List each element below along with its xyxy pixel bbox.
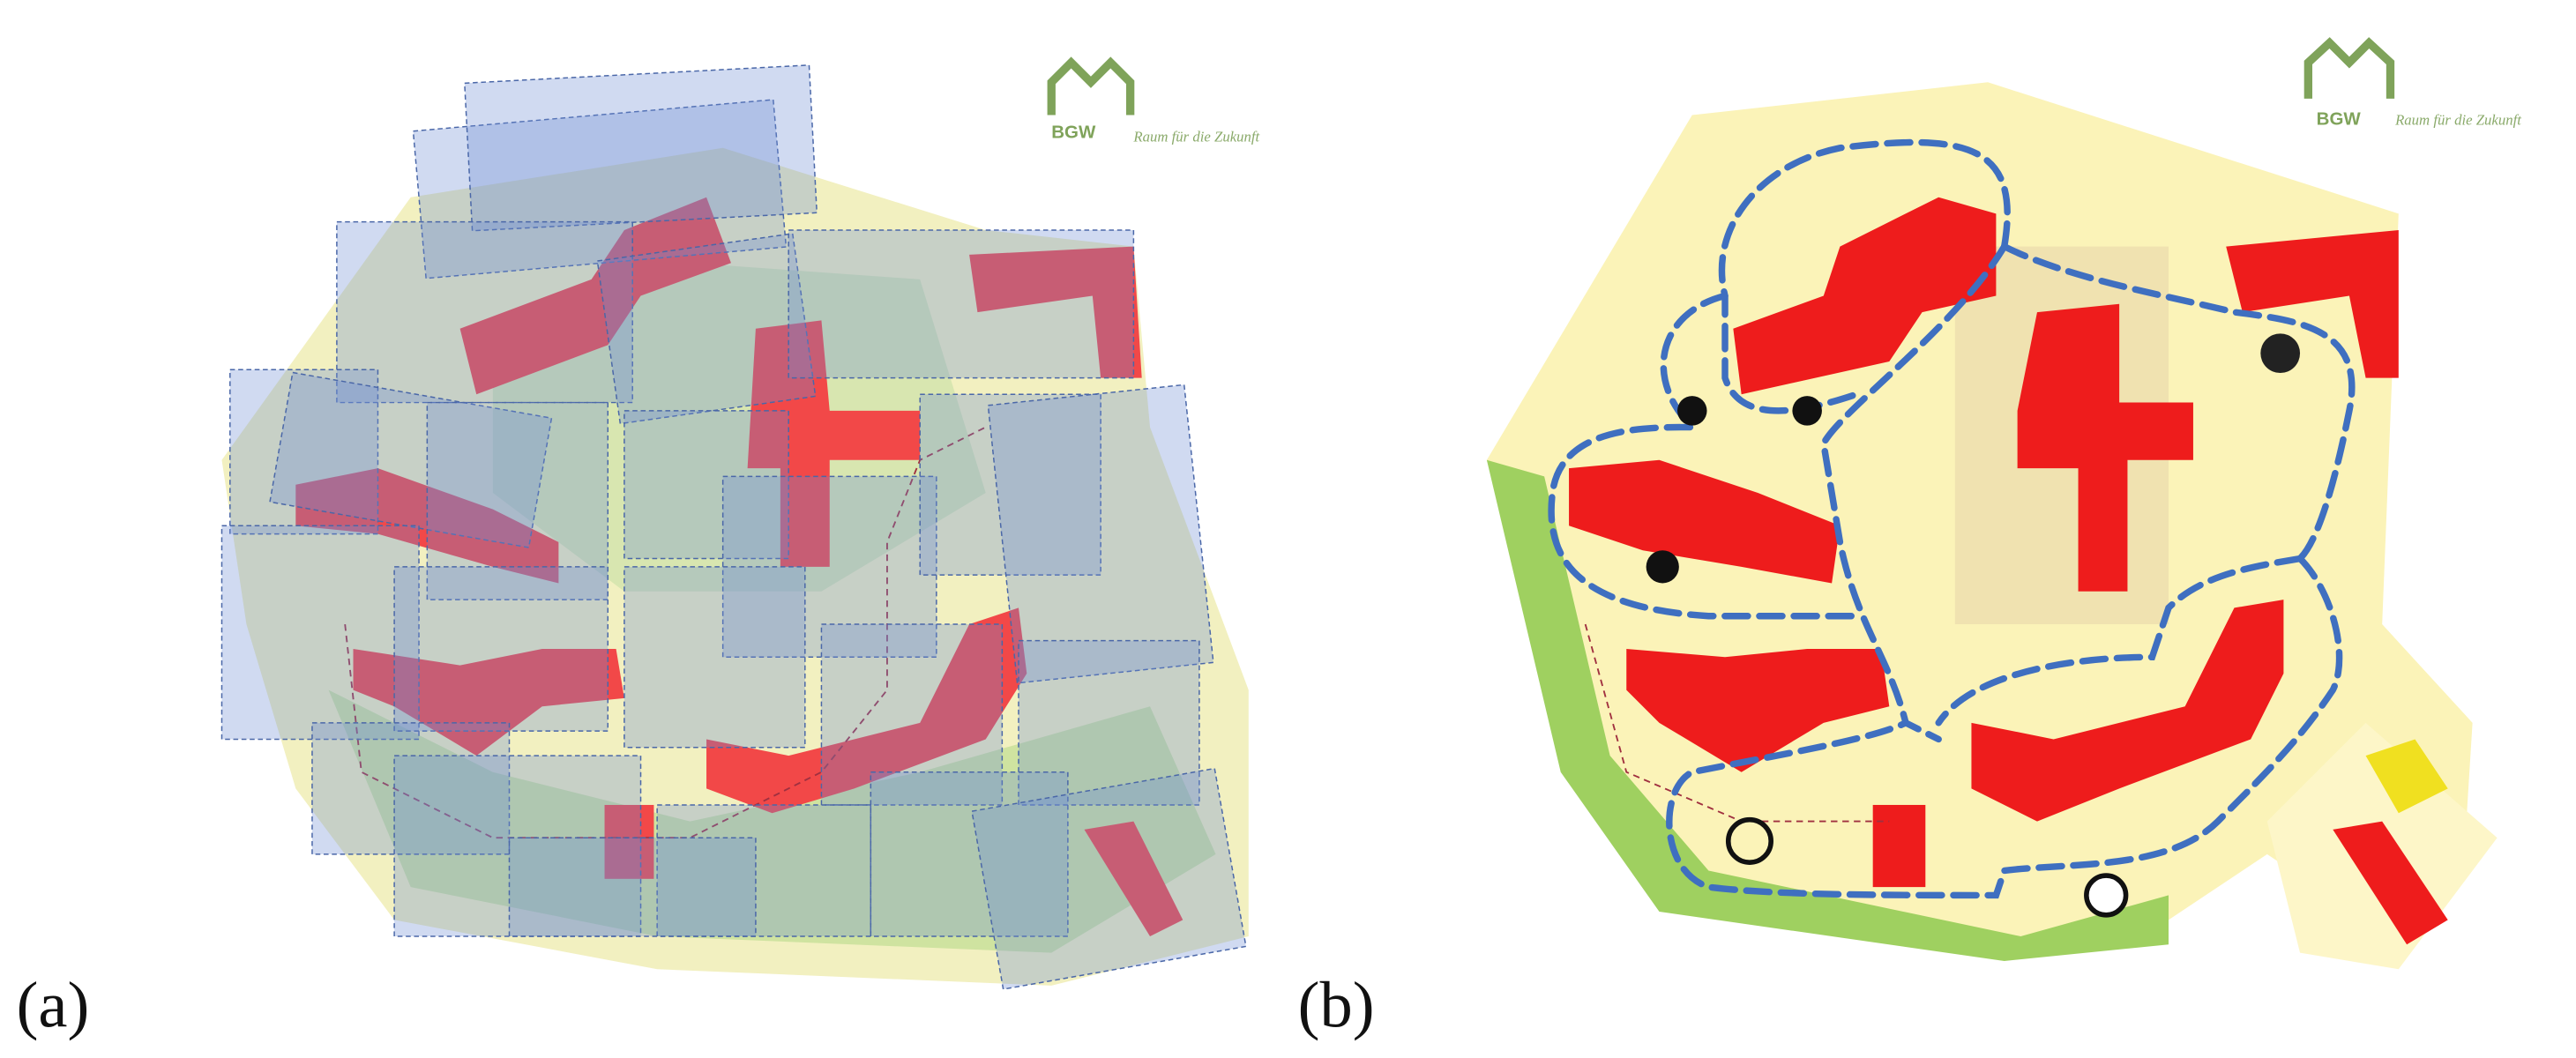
football-icon [2084, 873, 2129, 918]
building [604, 804, 654, 879]
footprint [623, 410, 789, 560]
activity-icons [1646, 333, 2301, 918]
building [459, 197, 731, 395]
basketball-icon [2260, 333, 2301, 374]
building [747, 320, 921, 567]
building [1971, 600, 2284, 822]
footprint [412, 99, 788, 279]
footprint [656, 804, 872, 937]
logo: BGW Raum für die Zukunft [2303, 37, 2521, 130]
route [2000, 242, 2356, 563]
green [1486, 459, 2169, 961]
footprint [508, 837, 757, 937]
footprint [870, 771, 1069, 937]
building [1569, 459, 1841, 584]
route [1819, 242, 2008, 743]
map-panel-a: BGW Raum für die Zukunft (a) [17, 56, 1260, 1041]
photo-footprints [220, 64, 1247, 990]
building [2017, 303, 2193, 592]
map-panel-b: BGW Raum für die Zukunft (b) [1298, 37, 2521, 1041]
route [1718, 138, 2011, 414]
green [328, 689, 1216, 953]
climbing-icon [1792, 396, 1822, 426]
building [1626, 648, 1890, 772]
cycling-icon [1725, 816, 1773, 865]
route [1935, 555, 2303, 726]
building [353, 648, 624, 756]
footprint [269, 371, 553, 548]
footprint [919, 393, 1101, 576]
panel-label: (a) [17, 969, 90, 1041]
footprint [1018, 639, 1200, 806]
footprint [820, 623, 1004, 806]
weights-icon [1646, 550, 1679, 584]
route [1666, 555, 2343, 899]
panel-label: (b) [1298, 969, 1375, 1041]
building [2333, 821, 2448, 945]
footprint [393, 755, 642, 937]
building [1733, 197, 1997, 395]
footprint [229, 369, 379, 535]
logo-icon [2303, 37, 2395, 99]
fitness-icon [1677, 396, 1707, 426]
building [706, 607, 1027, 814]
building [2226, 229, 2399, 378]
logo-slogan: Raum für die Zukunft [2394, 112, 2521, 129]
footprint [596, 233, 817, 425]
path [344, 426, 987, 839]
green [492, 263, 986, 592]
logo-icon [1047, 56, 1135, 115]
route [1548, 292, 1860, 620]
footprint [623, 566, 806, 749]
logo-name: BGW [2317, 109, 2362, 130]
footprint [788, 229, 1135, 379]
building [1872, 804, 1926, 888]
footprint [987, 384, 1214, 684]
footprint [971, 767, 1247, 990]
footprint [464, 64, 818, 232]
logo-name: BGW [1051, 123, 1096, 143]
logo: BGW Raum für die Zukunft [1047, 56, 1260, 145]
building [1084, 821, 1183, 936]
footprint [336, 220, 633, 404]
logo-slogan: Raum für die Zukunft [1132, 128, 1259, 145]
footprint [311, 722, 511, 855]
footprint [220, 525, 420, 741]
building [969, 246, 1142, 378]
footprint [393, 566, 609, 732]
